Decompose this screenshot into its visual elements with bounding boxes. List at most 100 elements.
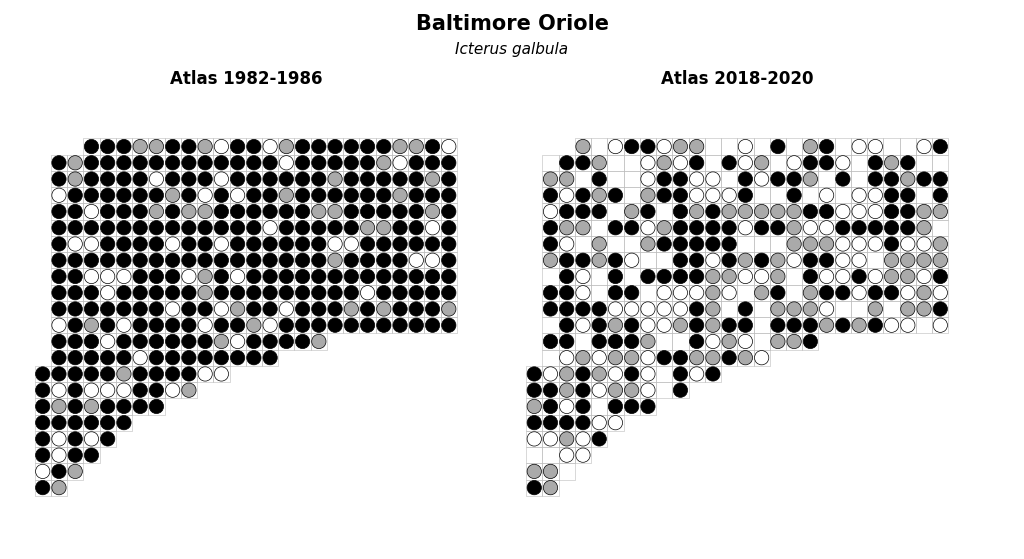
Bar <box>165 220 181 236</box>
Bar <box>409 203 424 220</box>
Circle shape <box>410 237 424 251</box>
Circle shape <box>674 350 687 365</box>
Circle shape <box>901 253 915 267</box>
Bar <box>673 349 688 366</box>
Circle shape <box>755 221 769 235</box>
Bar <box>802 203 818 220</box>
Bar <box>262 220 279 236</box>
Bar <box>624 236 640 252</box>
Bar <box>688 268 705 285</box>
Bar <box>915 203 932 220</box>
Circle shape <box>117 188 131 202</box>
Bar <box>851 317 867 333</box>
Circle shape <box>657 155 672 170</box>
Bar <box>440 317 457 333</box>
Circle shape <box>608 383 623 397</box>
Circle shape <box>771 221 785 235</box>
Bar <box>688 349 705 366</box>
Circle shape <box>674 286 687 300</box>
Bar <box>640 301 656 317</box>
Bar <box>884 155 900 171</box>
Bar <box>932 155 948 171</box>
Bar <box>295 317 310 333</box>
Circle shape <box>559 286 573 300</box>
Bar <box>526 447 543 463</box>
Bar <box>83 333 99 349</box>
Circle shape <box>377 139 391 154</box>
Bar <box>673 366 688 382</box>
Circle shape <box>722 318 736 333</box>
Bar <box>591 382 607 399</box>
Bar <box>279 317 295 333</box>
Bar <box>915 301 932 317</box>
Bar <box>786 203 802 220</box>
Circle shape <box>559 188 573 202</box>
Circle shape <box>344 188 358 202</box>
Circle shape <box>198 221 212 235</box>
Circle shape <box>296 302 309 316</box>
Circle shape <box>410 221 424 235</box>
Bar <box>559 382 574 399</box>
Bar <box>310 317 327 333</box>
Circle shape <box>296 318 309 333</box>
Bar <box>295 236 310 252</box>
Legend: Possible, Probable, Confirmed: Possible, Probable, Confirmed <box>1013 400 1024 472</box>
Circle shape <box>410 269 424 283</box>
Circle shape <box>328 286 342 300</box>
Circle shape <box>575 286 590 300</box>
Circle shape <box>625 302 639 316</box>
Bar <box>526 480 543 496</box>
Bar <box>51 366 68 382</box>
Bar <box>867 236 884 252</box>
Circle shape <box>836 253 850 267</box>
Bar <box>246 187 262 203</box>
Circle shape <box>819 188 834 202</box>
Circle shape <box>836 205 850 219</box>
Circle shape <box>819 302 834 316</box>
Bar <box>213 171 229 187</box>
Circle shape <box>247 172 261 186</box>
Circle shape <box>360 205 375 219</box>
Bar <box>409 317 424 333</box>
Bar <box>851 171 867 187</box>
Bar <box>721 349 737 366</box>
Bar <box>409 155 424 171</box>
Bar <box>835 155 851 171</box>
Bar <box>165 268 181 285</box>
Circle shape <box>441 286 456 300</box>
Circle shape <box>657 221 672 235</box>
Bar <box>165 285 181 301</box>
Circle shape <box>344 286 358 300</box>
Circle shape <box>182 367 196 381</box>
Circle shape <box>68 367 82 381</box>
Bar <box>99 301 116 317</box>
Bar <box>673 285 688 301</box>
Bar <box>705 236 721 252</box>
Bar <box>197 301 213 317</box>
Bar <box>559 349 574 366</box>
Bar <box>884 268 900 285</box>
Bar <box>440 187 457 203</box>
Circle shape <box>311 155 326 170</box>
Bar <box>392 155 409 171</box>
Bar <box>591 399 607 415</box>
Circle shape <box>393 205 408 219</box>
Bar <box>310 139 327 155</box>
Bar <box>99 268 116 285</box>
Circle shape <box>166 237 180 251</box>
Bar <box>688 220 705 236</box>
Bar <box>721 333 737 349</box>
Bar <box>197 203 213 220</box>
Circle shape <box>166 367 180 381</box>
Bar <box>640 203 656 220</box>
Bar <box>132 399 148 415</box>
Circle shape <box>706 318 720 333</box>
Circle shape <box>230 334 245 349</box>
Circle shape <box>133 383 147 397</box>
Bar <box>148 366 165 382</box>
Bar <box>705 301 721 317</box>
Circle shape <box>787 155 801 170</box>
Bar <box>851 139 867 155</box>
Circle shape <box>214 221 228 235</box>
Circle shape <box>755 350 769 365</box>
